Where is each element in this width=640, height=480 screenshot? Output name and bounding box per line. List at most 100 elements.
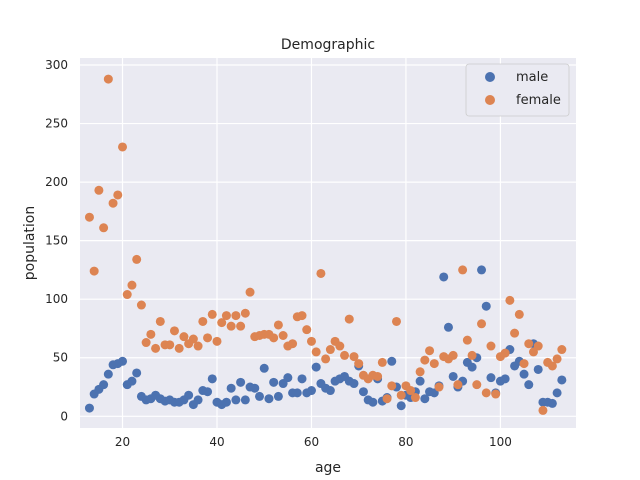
male-point — [548, 399, 557, 408]
male-point — [236, 378, 245, 387]
female-point — [104, 75, 113, 84]
male-point — [269, 378, 278, 387]
male-point — [468, 363, 477, 372]
female-point — [208, 310, 217, 319]
male-point — [553, 388, 562, 397]
female-point — [127, 281, 136, 290]
male-point — [449, 372, 458, 381]
female-point — [477, 319, 486, 328]
male-point — [241, 395, 250, 404]
male-point — [534, 365, 543, 374]
legend-label-female: female — [516, 93, 561, 108]
male-point — [520, 370, 529, 379]
female-point — [203, 333, 212, 342]
male-point — [184, 391, 193, 400]
y-axis-label: population — [22, 206, 38, 281]
female-point — [520, 359, 529, 368]
female-point — [132, 255, 141, 264]
chart-title: Demographic — [281, 37, 375, 53]
legend: male female — [466, 64, 569, 116]
female-point — [212, 337, 221, 346]
male-point — [250, 384, 259, 393]
female-point — [524, 339, 533, 348]
female-point — [288, 339, 297, 348]
male-point — [524, 380, 533, 389]
female-point — [472, 380, 481, 389]
female-point — [170, 326, 179, 335]
male-point — [387, 357, 396, 366]
female-point — [90, 267, 99, 276]
x-tick-label: 80 — [398, 435, 413, 449]
female-point — [411, 393, 420, 402]
female-point — [553, 354, 562, 363]
y-tick-label: 0 — [60, 409, 68, 423]
y-tick-label: 50 — [53, 351, 68, 365]
female-point — [137, 301, 146, 310]
female-point — [194, 342, 203, 351]
male-point — [486, 373, 495, 382]
female-point — [298, 311, 307, 320]
male-point — [397, 401, 406, 410]
female-point — [151, 344, 160, 353]
x-tick-label: 40 — [209, 435, 224, 449]
y-tick-label: 200 — [45, 175, 68, 189]
male-point — [477, 265, 486, 274]
female-point — [510, 329, 519, 338]
male-point — [307, 386, 316, 395]
male-point — [85, 404, 94, 413]
female-point — [321, 354, 330, 363]
female-point — [463, 336, 472, 345]
male-point — [482, 302, 491, 311]
male-point — [227, 384, 236, 393]
female-point — [222, 311, 231, 320]
male-point — [444, 323, 453, 332]
legend-marker-female — [485, 95, 495, 105]
male-point — [231, 395, 240, 404]
female-point — [435, 383, 444, 392]
x-tick-labels: 20 40 60 80 100 — [115, 435, 512, 449]
female-point — [113, 190, 122, 199]
male-point — [222, 398, 231, 407]
male-point — [557, 375, 566, 384]
female-point — [326, 345, 335, 354]
female-point — [416, 367, 425, 376]
x-axis-label: age — [315, 460, 341, 476]
male-point — [208, 374, 217, 383]
female-point — [274, 320, 283, 329]
male-point — [260, 364, 269, 373]
female-point — [491, 390, 500, 399]
female-point — [534, 342, 543, 351]
male-point — [349, 379, 358, 388]
female-point — [269, 333, 278, 342]
female-point — [241, 309, 250, 318]
male-point — [312, 363, 321, 372]
x-tick-label: 20 — [115, 435, 130, 449]
female-point — [354, 359, 363, 368]
male-point — [283, 373, 292, 382]
female-point — [397, 391, 406, 400]
female-point — [425, 346, 434, 355]
legend-marker-male — [485, 72, 495, 82]
female-point — [373, 372, 382, 381]
female-point — [515, 310, 524, 319]
female-point — [175, 344, 184, 353]
female-point — [279, 331, 288, 340]
female-point — [345, 315, 354, 324]
male-point — [118, 357, 127, 366]
female-point — [142, 338, 151, 347]
female-point — [246, 288, 255, 297]
female-point — [387, 381, 396, 390]
male-point — [359, 387, 368, 396]
male-point — [203, 387, 212, 396]
x-tick-label: 100 — [489, 435, 512, 449]
female-point — [458, 265, 467, 274]
male-point — [293, 388, 302, 397]
female-point — [383, 394, 392, 403]
male-point — [194, 395, 203, 404]
male-point — [132, 368, 141, 377]
female-point — [302, 325, 311, 334]
male-point — [298, 374, 307, 383]
female-point — [316, 269, 325, 278]
female-point — [198, 317, 207, 326]
female-point — [85, 213, 94, 222]
